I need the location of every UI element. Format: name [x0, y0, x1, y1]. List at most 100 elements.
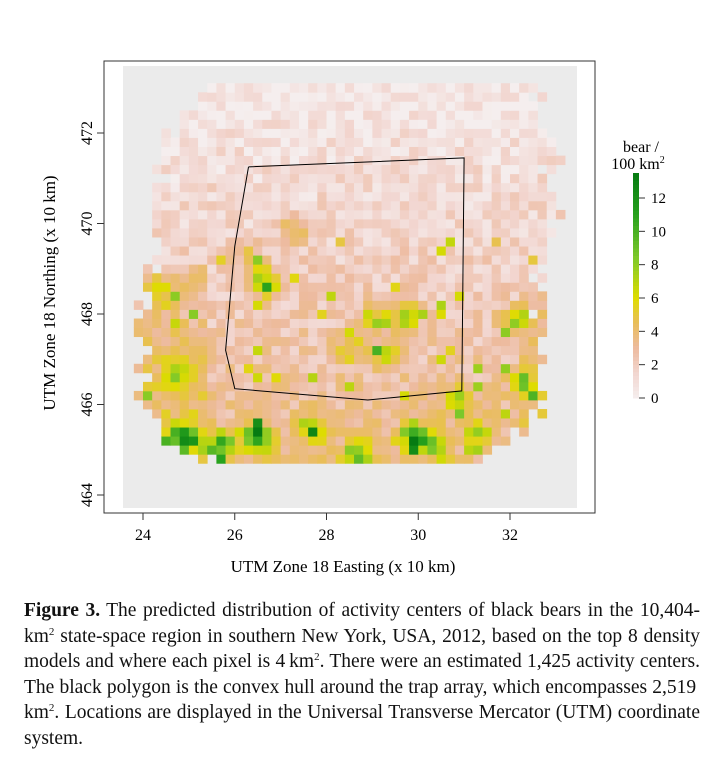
density-cell — [427, 409, 437, 419]
density-cell — [464, 128, 474, 138]
density-cell — [225, 390, 236, 401]
density-cell — [427, 191, 437, 202]
density-cell — [243, 137, 254, 147]
density-cell — [253, 327, 263, 338]
density-cell — [317, 409, 327, 419]
density-cell — [188, 445, 199, 455]
colorbar-ramp — [633, 173, 639, 399]
density-cell — [225, 200, 236, 211]
density-cell — [354, 445, 364, 455]
density-cell — [409, 137, 419, 147]
density-cell — [216, 110, 226, 120]
density-cell — [326, 218, 337, 229]
density-cell — [234, 409, 245, 419]
density-cell — [537, 327, 548, 338]
density-cell — [262, 318, 272, 328]
density-cell — [473, 110, 483, 120]
density-cell — [317, 246, 327, 256]
density-cell — [216, 164, 226, 175]
density-cell — [399, 101, 410, 111]
density-cell — [482, 92, 493, 102]
density-cell — [170, 155, 181, 166]
density-cell — [454, 354, 465, 365]
density-cell — [289, 309, 300, 319]
density-cell — [436, 228, 447, 238]
density-cell — [298, 273, 309, 283]
colorbar-segment — [633, 349, 639, 354]
density-cell — [381, 445, 392, 455]
density-cell — [500, 101, 511, 111]
density-cell — [372, 300, 382, 310]
density-cell — [179, 173, 190, 184]
density-cell — [326, 200, 337, 211]
density-cell — [161, 218, 171, 229]
density-cell — [308, 209, 318, 220]
density-cell — [427, 173, 437, 184]
density-cell — [143, 264, 153, 274]
density-cell — [528, 381, 538, 392]
density-cell — [418, 318, 428, 328]
density-cell — [152, 318, 162, 328]
density-cell — [308, 345, 318, 356]
density-cell — [179, 418, 190, 428]
density-cell — [271, 454, 282, 464]
density-cell — [243, 436, 254, 446]
density-cell — [528, 155, 538, 166]
density-cell — [372, 200, 382, 211]
density-cell — [179, 445, 190, 455]
density-cell — [133, 327, 144, 338]
density-cell — [344, 255, 355, 265]
density-cell — [243, 264, 254, 274]
density-cell — [510, 418, 520, 428]
density-cell — [363, 390, 373, 401]
density-cell — [188, 273, 199, 283]
density-cell — [188, 300, 199, 310]
density-cell — [326, 146, 337, 157]
density-cell — [464, 291, 474, 301]
density-cell — [390, 119, 401, 129]
density-cell — [262, 164, 272, 175]
density-cell — [234, 390, 245, 401]
density-cell — [372, 318, 382, 328]
density-cell — [234, 191, 245, 202]
density-cell — [464, 228, 474, 238]
density-cell — [317, 237, 327, 247]
density-cell — [473, 92, 483, 102]
density-cell — [262, 354, 272, 365]
density-cell — [436, 300, 447, 310]
density-cell — [216, 282, 226, 292]
density-cell — [500, 345, 511, 356]
density-cell — [289, 354, 300, 365]
density-cell — [253, 363, 263, 374]
density-cell — [482, 110, 493, 120]
density-cell — [298, 291, 309, 301]
density-cell — [500, 164, 511, 175]
density-cell — [133, 318, 144, 328]
density-cell — [354, 409, 364, 419]
density-cell — [317, 399, 327, 410]
density-cell — [409, 363, 419, 374]
density-cell — [271, 409, 282, 419]
density-cell — [354, 454, 364, 464]
density-cell — [207, 173, 217, 184]
density-cell — [354, 83, 364, 93]
density-cell — [537, 92, 548, 102]
density-cell — [289, 146, 300, 157]
density-cell — [262, 327, 272, 338]
density-cell — [390, 209, 401, 220]
density-cell — [528, 300, 538, 310]
density-cell — [253, 454, 263, 464]
colorbar-segment — [633, 323, 639, 328]
density-cell — [308, 155, 318, 166]
density-cell — [482, 119, 493, 129]
density-cell — [308, 327, 318, 338]
density-cell — [170, 191, 181, 202]
density-cell — [473, 218, 483, 229]
density-cell — [326, 182, 337, 193]
density-cell — [445, 409, 456, 419]
density-cell — [207, 409, 217, 419]
density-cell — [317, 137, 327, 147]
density-cell — [225, 300, 236, 310]
density-cell — [500, 409, 511, 419]
